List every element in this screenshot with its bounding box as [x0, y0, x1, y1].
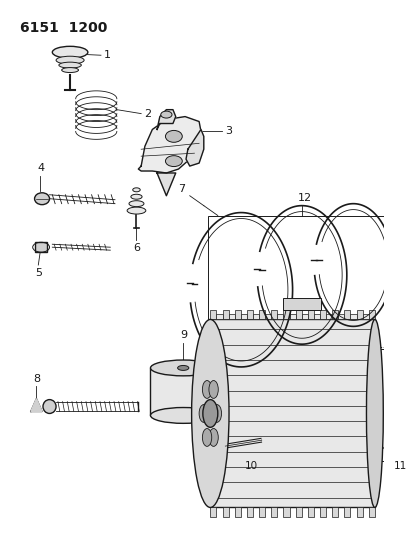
Polygon shape — [211, 507, 216, 518]
Polygon shape — [228, 313, 235, 319]
Polygon shape — [31, 399, 42, 411]
Ellipse shape — [59, 62, 81, 68]
Ellipse shape — [203, 400, 218, 427]
Polygon shape — [296, 507, 302, 518]
Polygon shape — [357, 310, 363, 319]
Polygon shape — [314, 313, 320, 319]
Polygon shape — [302, 313, 308, 319]
Ellipse shape — [133, 188, 140, 192]
Polygon shape — [320, 507, 326, 518]
Polygon shape — [138, 117, 201, 173]
Ellipse shape — [166, 131, 182, 142]
Polygon shape — [222, 310, 228, 319]
Ellipse shape — [216, 438, 225, 446]
Bar — [151, 368, 216, 415]
Bar — [208, 347, 394, 461]
Ellipse shape — [209, 381, 218, 398]
Polygon shape — [320, 310, 326, 319]
Polygon shape — [344, 507, 350, 518]
Ellipse shape — [209, 429, 218, 446]
Polygon shape — [157, 173, 176, 196]
Ellipse shape — [43, 400, 56, 414]
Ellipse shape — [161, 111, 172, 118]
Polygon shape — [277, 313, 284, 319]
Ellipse shape — [366, 319, 383, 507]
Polygon shape — [290, 313, 296, 319]
Polygon shape — [284, 507, 290, 518]
Ellipse shape — [127, 207, 146, 214]
Polygon shape — [308, 507, 314, 518]
Polygon shape — [308, 310, 314, 319]
Ellipse shape — [192, 319, 229, 507]
Polygon shape — [363, 313, 369, 319]
Polygon shape — [241, 313, 247, 319]
Bar — [35, 243, 47, 252]
Ellipse shape — [151, 360, 216, 376]
Ellipse shape — [131, 194, 142, 199]
Ellipse shape — [35, 193, 49, 205]
Ellipse shape — [202, 381, 212, 398]
Polygon shape — [369, 310, 375, 319]
Bar — [211, 319, 375, 507]
Text: 6151  1200: 6151 1200 — [20, 21, 107, 35]
Polygon shape — [235, 507, 241, 518]
Ellipse shape — [177, 366, 189, 370]
Text: 2: 2 — [144, 109, 151, 119]
Ellipse shape — [202, 429, 212, 446]
Polygon shape — [253, 313, 259, 319]
Polygon shape — [157, 110, 176, 130]
Text: 6: 6 — [134, 243, 141, 253]
Polygon shape — [211, 310, 216, 319]
Polygon shape — [284, 310, 290, 319]
Polygon shape — [369, 507, 375, 518]
Polygon shape — [265, 313, 271, 319]
Ellipse shape — [62, 68, 78, 72]
Polygon shape — [283, 297, 321, 310]
Text: 7: 7 — [178, 184, 185, 194]
Text: 12: 12 — [298, 192, 313, 203]
Polygon shape — [344, 310, 350, 319]
Polygon shape — [247, 310, 253, 319]
Polygon shape — [259, 310, 265, 319]
Ellipse shape — [151, 408, 216, 423]
Text: 3: 3 — [225, 126, 232, 136]
Polygon shape — [271, 507, 277, 518]
Polygon shape — [222, 507, 228, 518]
Polygon shape — [235, 310, 241, 319]
Ellipse shape — [166, 156, 182, 166]
Ellipse shape — [199, 405, 208, 422]
Polygon shape — [259, 507, 265, 518]
Ellipse shape — [212, 405, 222, 422]
Bar — [208, 215, 394, 349]
Polygon shape — [332, 507, 338, 518]
Polygon shape — [338, 313, 344, 319]
Polygon shape — [271, 310, 277, 319]
Polygon shape — [216, 313, 222, 319]
Text: 11: 11 — [394, 461, 407, 471]
Polygon shape — [326, 313, 332, 319]
Text: 8: 8 — [33, 374, 41, 384]
Text: 9: 9 — [180, 330, 188, 340]
Text: 5: 5 — [35, 268, 42, 278]
Ellipse shape — [52, 46, 88, 58]
Text: 10: 10 — [245, 461, 258, 471]
Polygon shape — [357, 507, 363, 518]
Polygon shape — [186, 130, 204, 166]
Polygon shape — [350, 313, 357, 319]
Ellipse shape — [129, 201, 144, 207]
Text: 4: 4 — [38, 163, 44, 173]
Text: 1: 1 — [104, 50, 111, 60]
Polygon shape — [247, 507, 253, 518]
Polygon shape — [296, 310, 302, 319]
Polygon shape — [332, 310, 338, 319]
Ellipse shape — [56, 56, 84, 64]
